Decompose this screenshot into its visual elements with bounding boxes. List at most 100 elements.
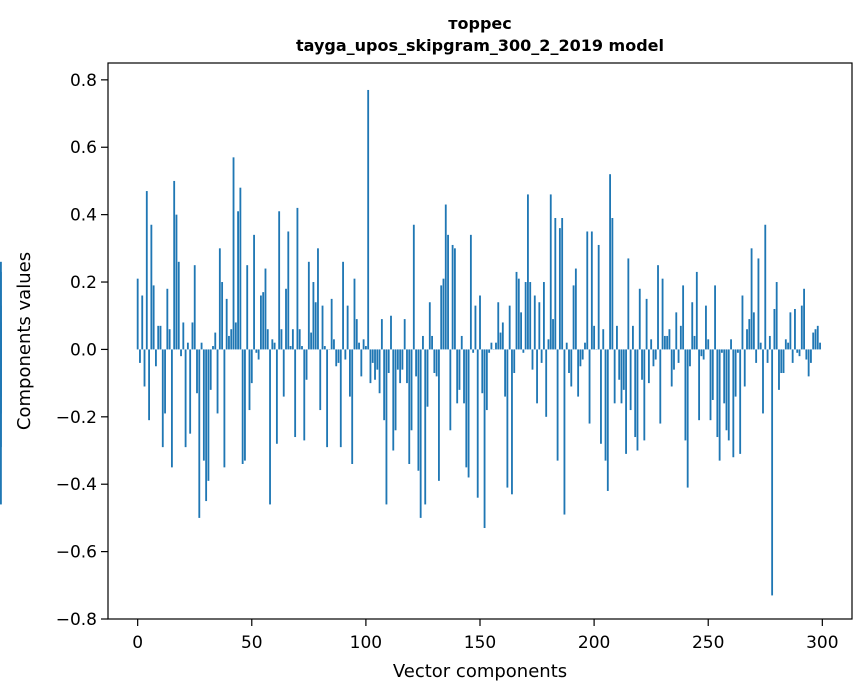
bar [374,349,376,380]
bar [716,349,719,438]
bar [657,265,659,350]
bar [602,329,605,350]
bar [408,349,411,464]
bar [721,349,723,353]
bar [700,349,703,357]
bar [159,325,162,350]
x-axis-ticks: 0 50 100 150 200 250 300 [132,619,839,653]
bar [403,319,406,350]
bar [426,349,429,407]
bar [285,288,287,350]
bar [280,329,283,350]
bar [527,194,529,350]
y-axis-label: Components values [14,252,35,430]
bar [417,349,420,471]
bar [472,349,475,353]
bar [803,288,805,350]
bar [796,349,799,353]
bar [568,349,570,374]
chart-title: торрес [448,14,512,33]
bar [342,261,344,350]
bar [0,271,2,350]
bar [741,295,744,350]
y-tick-label: 0.2 [70,273,97,293]
bar [155,349,157,367]
bar [198,349,201,518]
bar [506,349,509,488]
bar [394,349,397,431]
bar [556,349,559,461]
bar [746,329,748,350]
bar [214,332,217,350]
bar [579,349,582,367]
bar [396,349,399,370]
bar [282,349,285,397]
bar [668,329,671,350]
bar [677,349,680,363]
bar [157,325,160,350]
bar [499,332,502,350]
bar [207,349,210,481]
bar [800,305,803,350]
bar [0,349,2,505]
bar [752,312,755,350]
bar [177,261,180,350]
bar [794,308,796,350]
bar [273,342,276,350]
bar [618,349,621,380]
bar [684,349,687,441]
x-tick-label: 200 [578,633,610,653]
bar [488,349,491,353]
bar [168,329,171,350]
bar [780,349,783,374]
bar [202,349,205,461]
x-axis-label: Vector components [393,661,567,682]
bar [714,285,716,350]
bar [392,349,395,451]
bar [545,349,548,417]
bar [485,349,488,411]
bar [278,211,281,350]
bar [253,234,255,350]
bar [435,349,438,377]
bar [460,335,463,350]
bar [641,349,643,380]
bar [474,305,477,350]
y-tick-label: −0.6 [56,543,97,563]
bar [522,349,525,353]
bar [225,298,228,350]
bar [782,349,785,374]
bar [490,342,493,350]
plot-frame [107,62,853,620]
bar [319,349,322,411]
bar [732,349,735,458]
bar [232,157,235,350]
bar [141,295,144,350]
bar [531,349,534,370]
bar [529,282,532,350]
bar [574,268,577,350]
bar [590,231,593,350]
bar [650,339,653,350]
bar [625,349,627,454]
bar [604,349,607,461]
bar [622,349,625,390]
bar [161,349,164,448]
bar [705,305,707,350]
bar [189,349,192,434]
bar [310,332,313,350]
bar [563,349,566,515]
bar [0,349,2,370]
bar [246,265,249,350]
bar [451,244,454,350]
bar [355,319,358,350]
bar [200,342,203,350]
bar [447,234,449,350]
bar [686,349,689,488]
bar [184,349,187,448]
bar [695,271,698,350]
bar [773,308,776,350]
bar [689,349,691,367]
bar [390,315,392,350]
